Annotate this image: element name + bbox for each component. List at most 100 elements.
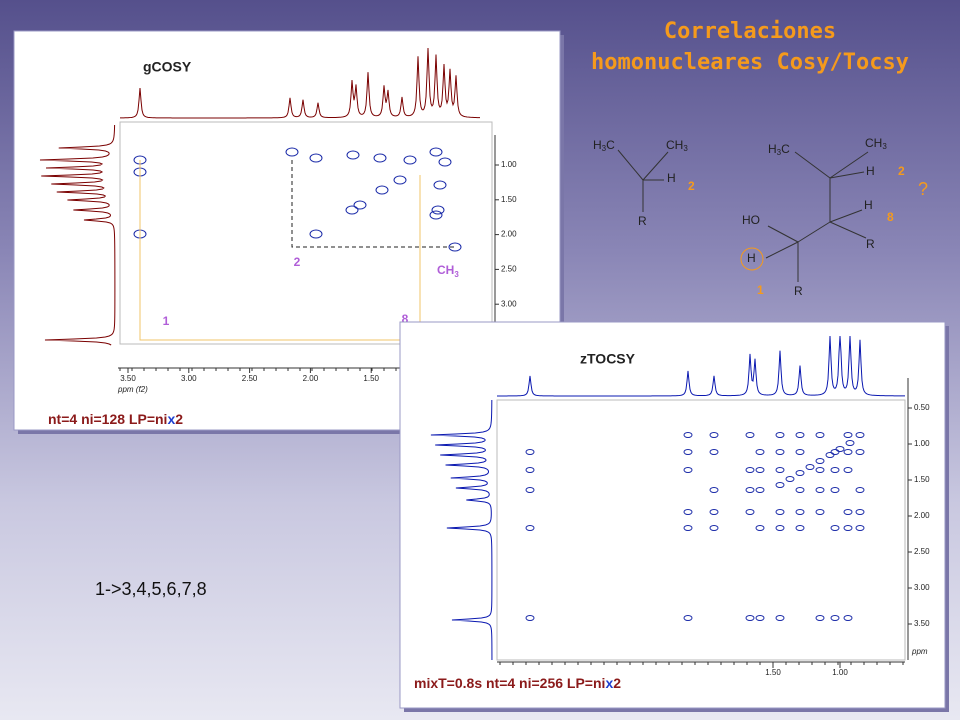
atom: CH3	[865, 136, 887, 151]
cross-peak	[683, 432, 693, 438]
cross-peak	[815, 432, 825, 438]
cross-peak	[815, 467, 825, 473]
cross-peak	[830, 525, 840, 531]
cosy-1d-top	[119, 47, 481, 119]
cross-peak	[345, 205, 359, 215]
y-tick-label: 1.00	[914, 439, 930, 448]
cross-peak	[755, 449, 765, 455]
cross-peak	[795, 470, 805, 476]
y-tick-label: 0.50	[914, 403, 930, 412]
y-tick-label: 2.50	[501, 265, 517, 274]
y-tick-label: 2.00	[914, 511, 930, 520]
param-text: 2	[175, 411, 183, 427]
cross-peak	[775, 615, 785, 621]
y-tick-label: 2.50	[914, 547, 930, 556]
cross-peak	[429, 210, 443, 220]
tocsy-frame	[496, 399, 906, 661]
y-tick-label: 1.50	[501, 195, 517, 204]
atom: H	[866, 164, 875, 178]
cross-peak	[403, 155, 417, 165]
x-tick-label: 3.50	[120, 374, 136, 383]
atom: CH3	[666, 138, 688, 153]
cross-peak	[815, 458, 825, 464]
cross-peak	[843, 467, 853, 473]
cross-peak	[775, 525, 785, 531]
cross-peak	[309, 229, 323, 239]
cross-peak	[830, 615, 840, 621]
cross-peak	[855, 449, 865, 455]
cross-peak	[745, 467, 755, 473]
cross-peak	[683, 467, 693, 473]
cross-peak	[431, 205, 445, 215]
guide-line	[139, 160, 421, 341]
cross-peak	[775, 467, 785, 473]
title-line: homonucleares Cosy/Tocsy	[591, 50, 909, 75]
cross-peak	[855, 509, 865, 515]
cross-peak	[835, 446, 845, 452]
spectrum	[39, 124, 116, 346]
x-tick-label: 2.50	[242, 374, 258, 383]
dash-line	[291, 160, 455, 248]
x-tick-label: 1.00	[832, 668, 848, 677]
annotation: 2	[294, 255, 301, 269]
x-tick-label: 3.00	[181, 374, 197, 383]
cross-peak	[745, 615, 755, 621]
cross-peak	[830, 487, 840, 493]
molecule-1-bonds	[617, 149, 669, 212]
cross-peak	[785, 476, 795, 482]
cross-peak	[683, 449, 693, 455]
cross-peak	[745, 509, 755, 515]
cross-peak	[755, 487, 765, 493]
cosy-peaks	[133, 147, 462, 343]
x-tick-label: 1.50	[765, 668, 781, 677]
atom: H	[864, 198, 873, 212]
x-tick-label: 2.00	[303, 374, 319, 383]
cross-peak	[373, 153, 387, 163]
note: 1->3,4,5,6,7,8	[95, 579, 207, 599]
highlight-circle	[740, 247, 764, 271]
atom-number: 2	[898, 164, 905, 178]
param-text: x	[167, 411, 175, 427]
cross-peak	[843, 449, 853, 455]
cross-peak	[525, 525, 535, 531]
atom: R	[866, 237, 875, 251]
atom-sub: 3	[882, 142, 887, 151]
spectrum	[496, 335, 906, 397]
tocsy-params: mixT=0.8s nt=4 ni=256 LP=nix2	[414, 675, 621, 691]
cross-peak	[855, 525, 865, 531]
y-tick-label: 1.50	[914, 475, 930, 484]
cross-peak	[795, 525, 805, 531]
cross-peak	[805, 464, 815, 470]
param-text: x	[605, 675, 613, 691]
cross-peak	[795, 432, 805, 438]
cross-peak	[830, 449, 840, 455]
cross-peak	[843, 509, 853, 515]
cross-peak	[429, 147, 443, 157]
atom-number: 1	[757, 283, 764, 297]
annotation: CH3	[437, 263, 459, 279]
spectrum	[119, 47, 481, 119]
cross-peak	[683, 509, 693, 515]
x-unit: ppm (f2)	[117, 385, 148, 394]
cosy-frame	[119, 121, 493, 345]
cross-peak	[755, 615, 765, 621]
cross-peak	[855, 432, 865, 438]
cosy-label: gCOSY	[143, 59, 192, 75]
spectrum	[430, 399, 493, 661]
cross-peak	[830, 467, 840, 473]
atom: H	[667, 171, 676, 185]
cosy-1d-left	[39, 124, 116, 346]
y-tick-label: 1.00	[501, 160, 517, 169]
cosy-params: nt=4 ni=128 LP=nix2	[48, 411, 183, 427]
y-tick-label: 3.00	[501, 299, 517, 308]
cross-peak	[309, 153, 323, 163]
cross-peak	[795, 509, 805, 515]
atom-text: CH	[865, 136, 882, 150]
cross-peak	[525, 449, 535, 455]
cross-peak	[709, 487, 719, 493]
molecule-2-bonds	[765, 151, 869, 282]
y-unit: ppm	[911, 647, 928, 656]
atom-text: C	[606, 138, 615, 152]
cross-peak	[775, 449, 785, 455]
